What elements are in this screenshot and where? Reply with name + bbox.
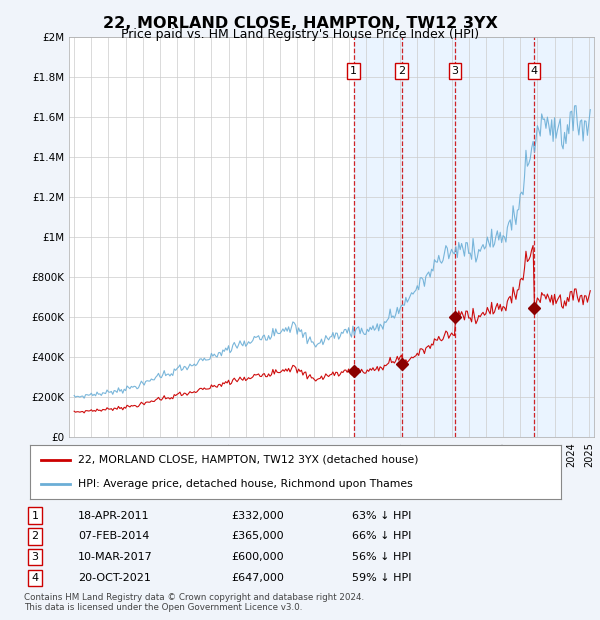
Bar	[401, 37, 455, 437]
Text: 22, MORLAND CLOSE, HAMPTON, TW12 3YX: 22, MORLAND CLOSE, HAMPTON, TW12 3YX	[103, 16, 497, 31]
Text: £332,000: £332,000	[231, 511, 284, 521]
Text: £647,000: £647,000	[231, 573, 284, 583]
Text: 2: 2	[398, 66, 405, 76]
Text: HPI: Average price, detached house, Richmond upon Thames: HPI: Average price, detached house, Rich…	[78, 479, 413, 489]
Text: 3: 3	[451, 66, 458, 76]
Bar	[455, 37, 534, 437]
Text: 59% ↓ HPI: 59% ↓ HPI	[352, 573, 412, 583]
Text: 66% ↓ HPI: 66% ↓ HPI	[352, 531, 411, 541]
Text: 56% ↓ HPI: 56% ↓ HPI	[352, 552, 411, 562]
Text: 22, MORLAND CLOSE, HAMPTON, TW12 3YX (detached house): 22, MORLAND CLOSE, HAMPTON, TW12 3YX (de…	[78, 455, 418, 465]
Text: 20-OCT-2021: 20-OCT-2021	[78, 573, 151, 583]
Text: 4: 4	[31, 573, 38, 583]
Bar	[353, 37, 401, 437]
Text: 10-MAR-2017: 10-MAR-2017	[78, 552, 153, 562]
Text: 18-APR-2011: 18-APR-2011	[78, 511, 150, 521]
Text: 07-FEB-2014: 07-FEB-2014	[78, 531, 149, 541]
Text: 2: 2	[31, 531, 38, 541]
Text: Price paid vs. HM Land Registry's House Price Index (HPI): Price paid vs. HM Land Registry's House …	[121, 28, 479, 41]
Bar	[534, 37, 594, 437]
Text: £600,000: £600,000	[231, 552, 284, 562]
Text: 1: 1	[350, 66, 357, 76]
Text: Contains HM Land Registry data © Crown copyright and database right 2024.
This d: Contains HM Land Registry data © Crown c…	[24, 593, 364, 612]
Text: 3: 3	[32, 552, 38, 562]
Text: £365,000: £365,000	[231, 531, 284, 541]
Text: 4: 4	[530, 66, 538, 76]
Text: 63% ↓ HPI: 63% ↓ HPI	[352, 511, 411, 521]
Text: 1: 1	[32, 511, 38, 521]
